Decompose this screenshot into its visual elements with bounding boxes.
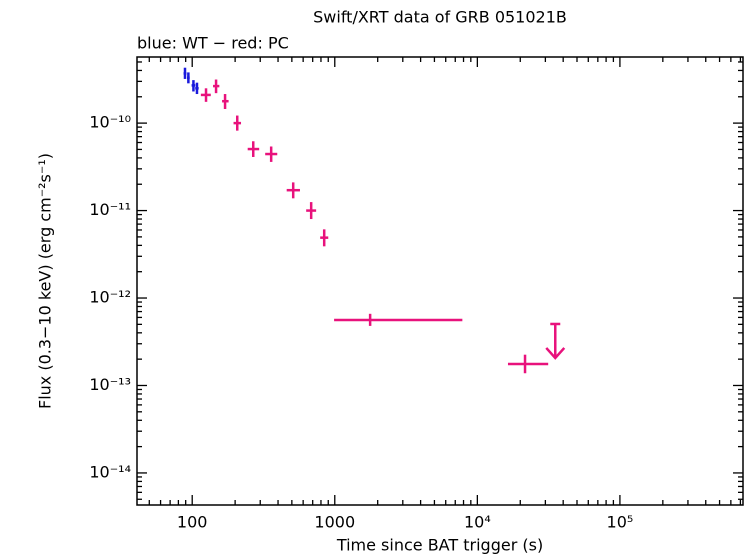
y-tick-label: 10⁻¹¹ (89, 200, 131, 219)
y-tick-label: 10⁻¹⁴ (89, 462, 131, 481)
chart-subtitle: blue: WT − red: PC (137, 34, 289, 53)
x-tick-label: 1000 (314, 513, 355, 532)
x-tick-label: 10⁵ (607, 513, 634, 532)
y-axis-label: Flux (0.3−10 keV) (erg cm⁻²s⁻¹) (36, 153, 55, 409)
chart-title: Swift/XRT data of GRB 051021B (313, 8, 567, 27)
x-tick-label: 100 (177, 513, 208, 532)
plot-frame (136, 56, 744, 506)
x-tick-label: 10⁴ (464, 513, 491, 532)
y-tick-label: 10⁻¹³ (89, 375, 131, 394)
y-tick-label: 10⁻¹⁰ (89, 113, 131, 132)
series (183, 67, 199, 95)
x-axis-label: Time since BAT trigger (s) (336, 536, 543, 555)
y-tick-label: 10⁻¹² (89, 288, 131, 307)
series (200, 79, 566, 374)
upper-limit-arrow (545, 323, 566, 360)
